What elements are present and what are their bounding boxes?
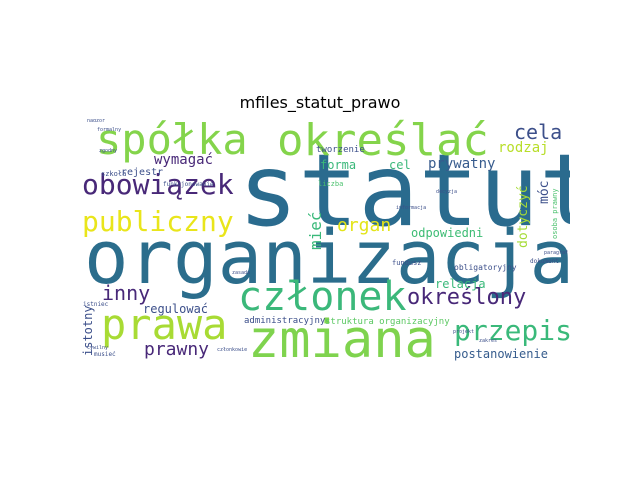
word-cloud: statut organizacja określać spółka zmiana czł… — [80, 119, 570, 365]
cloud-word: rodzaj — [498, 140, 549, 156]
cloud-word: paragraf — [544, 250, 569, 256]
cloud-word: cywilny — [87, 345, 109, 351]
cloud-word: dotyczyć — [516, 185, 531, 249]
cloud-word: postanowienie — [454, 347, 548, 361]
cloud-word: zakres — [479, 338, 498, 344]
cloud-word: dokument — [530, 258, 559, 265]
cloud-word: określać — [277, 119, 489, 166]
cloud-word: istniec — [83, 301, 109, 308]
cloud-word: tworzenie — [316, 145, 365, 155]
cloud-word: obowiązek — [82, 168, 234, 201]
cloud-word: administracyjny — [244, 316, 326, 326]
cloud-word: zasada — [232, 270, 251, 276]
cloud-word: prawny — [144, 339, 210, 360]
cloud-word: forma — [320, 158, 357, 172]
cloud-word: mieć — [306, 211, 325, 251]
cloud-word: wymagać — [154, 152, 214, 168]
cloud-word: organizacja — [84, 215, 570, 301]
cloud-word: określony — [407, 285, 527, 310]
cloud-word: musieć — [94, 351, 116, 358]
cloud-word: członkowie — [217, 347, 248, 353]
cloud-word: informacja — [396, 205, 427, 211]
cloud-word: struktura organizacyjny — [325, 317, 450, 327]
cloud-word: prywatny — [428, 156, 496, 172]
cloud-word: szkoła — [101, 170, 127, 178]
chart-title: mfiles_statut_prawo — [239, 93, 401, 112]
cloud-word: przepis — [454, 314, 570, 347]
cloud-word: prawa — [101, 300, 228, 349]
cloud-word: funkcjonowanie — [163, 181, 214, 188]
cloud-word: decyzja — [436, 189, 458, 195]
cloud-word: cela — [514, 120, 563, 144]
cloud-word: regulować — [143, 302, 209, 316]
cloud-word: cel — [389, 158, 411, 172]
cloud-word: członek — [238, 274, 407, 320]
cloud-word: liczba — [318, 180, 344, 188]
cloud-word: obligatoryjny — [454, 263, 517, 272]
cloud-word: nadzór — [87, 119, 106, 124]
cloud-word: projekt — [453, 329, 475, 335]
cloud-word: inny — [102, 281, 151, 305]
cloud-word: móc — [537, 180, 552, 205]
cloud-word: rejestr — [121, 167, 164, 178]
cloud-word: osoba prawny — [551, 188, 559, 240]
cloud-word: relacja — [435, 277, 486, 291]
cloud-word: odpowiedni — [411, 226, 484, 240]
cloud-word: fundusz — [392, 259, 422, 267]
cloud-word: zmiana — [248, 310, 436, 365]
cloud-word: spółka — [96, 119, 248, 164]
cloud-word: publiczny — [82, 205, 234, 238]
cloud-word: formalny — [97, 127, 122, 133]
cloud-word: zgodny — [99, 148, 118, 154]
cloud-word: statut — [238, 132, 570, 249]
cloud-word: organ — [337, 215, 392, 236]
